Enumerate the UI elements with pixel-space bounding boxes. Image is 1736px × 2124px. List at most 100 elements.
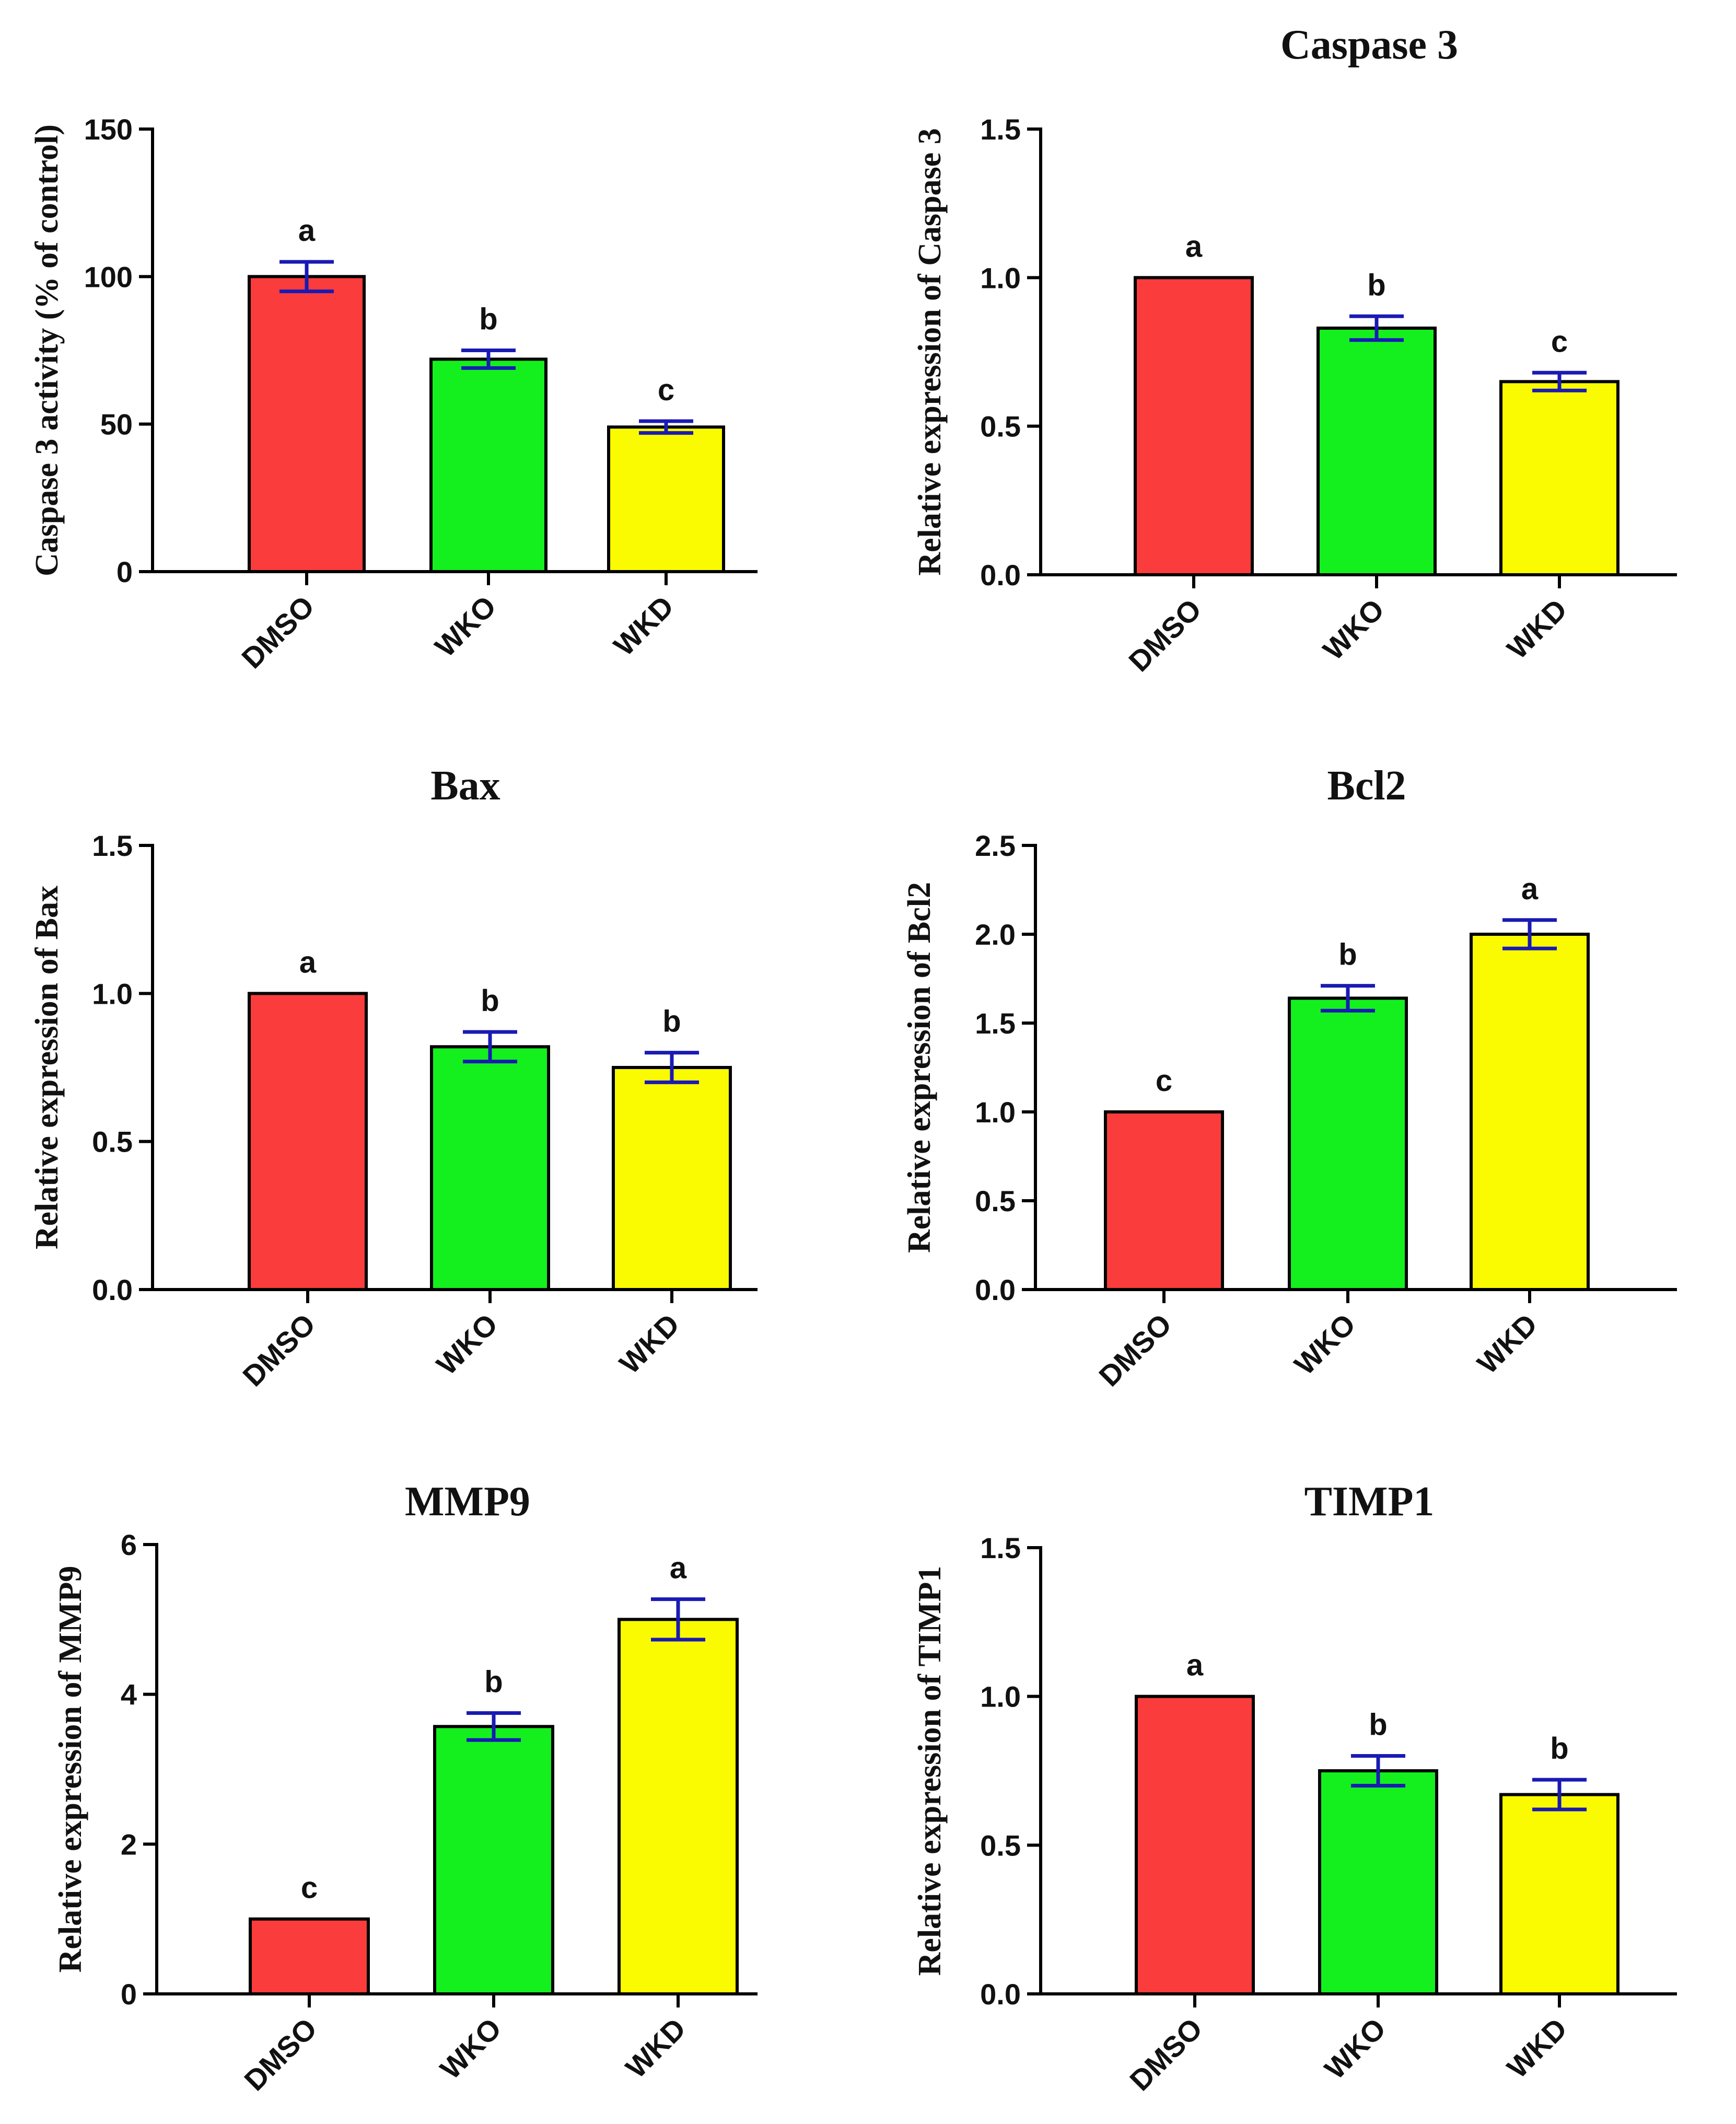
x-tick-label: WKD xyxy=(607,589,680,662)
chart-title: MMP9 xyxy=(405,1479,530,1525)
chart-caspase3-activity: Caspase 3 activity (% of control) 0 50 100 1… xyxy=(29,113,758,675)
y-tick-label: 0.5 xyxy=(980,1829,1021,1862)
x-tick-label: DMSO xyxy=(1092,1307,1178,1392)
error-bar xyxy=(1532,1778,1587,1812)
bar-wkd xyxy=(607,425,725,574)
significance-letter: a xyxy=(1521,872,1539,906)
y-tick-label: 4 xyxy=(121,1678,137,1711)
y-axis-label: Relative expression of Bcl2 xyxy=(902,882,937,1253)
x-tick-label: WKO xyxy=(1288,1307,1361,1381)
bar-wkd xyxy=(1499,380,1620,576)
bar-dmso xyxy=(1104,1110,1224,1291)
significance-letter: a xyxy=(299,945,317,979)
y-axis-label: Relative expression of Caspase 3 xyxy=(912,128,948,575)
x-tick-label: WKD xyxy=(1471,1307,1543,1380)
significance-letter: b xyxy=(1367,268,1385,302)
y-tick-label: 1.0 xyxy=(980,1680,1021,1713)
bar-wkd xyxy=(612,1066,732,1291)
chart-bcl2: Bcl2 Relative expression of Bcl2 0.0 0.5 1.0… xyxy=(902,763,1677,1392)
y-tick-label: 1.0 xyxy=(980,261,1021,294)
error-bar xyxy=(463,1030,517,1064)
error-bar xyxy=(1351,1754,1405,1788)
x-tick-label: DMSO xyxy=(1122,593,1207,678)
bar-dmso xyxy=(248,275,366,573)
x-tick-label: WKD xyxy=(619,2012,692,2084)
bar-wko xyxy=(1288,996,1408,1291)
bar-wko xyxy=(429,357,547,573)
error-bar xyxy=(645,1051,699,1084)
x-tick-label: WKO xyxy=(1318,2012,1392,2085)
y-tick-label: 1.5 xyxy=(92,829,133,862)
chart-title: Bcl2 xyxy=(1327,763,1406,809)
x-tick-label: WKD xyxy=(613,1307,685,1380)
bar-dmso xyxy=(1135,1694,1255,1996)
x-tick-label: WKD xyxy=(1500,2012,1573,2084)
y-tick-label: 6 xyxy=(121,1528,137,1561)
bar-wkd xyxy=(1499,1793,1620,1995)
y-tick-label: 1.5 xyxy=(980,1531,1021,1564)
chart-caspase3-expression: Caspase 3 Relative expression of Caspase … xyxy=(912,22,1677,678)
significance-letter: b xyxy=(662,1005,681,1039)
error-bar xyxy=(467,1711,521,1742)
bar-wko xyxy=(433,1725,554,1996)
y-axis-label: Relative expression of Bax xyxy=(29,886,65,1249)
significance-letter: a xyxy=(670,1551,687,1585)
significance-letter: a xyxy=(1186,1649,1204,1682)
significance-letter: a xyxy=(298,214,316,248)
chart-title: TIMP1 xyxy=(1304,1479,1435,1525)
bar-dmso xyxy=(249,1917,370,1996)
error-bar xyxy=(1502,918,1557,950)
y-axis-label: Relative expression of TIMP1 xyxy=(912,1566,948,1976)
bar-wko xyxy=(1316,327,1437,576)
significance-letter: c xyxy=(1551,324,1568,358)
error-bar xyxy=(1321,984,1375,1013)
y-tick-label: 150 xyxy=(84,113,133,146)
y-tick-label: 0.0 xyxy=(975,1273,1016,1306)
significance-letter: b xyxy=(1338,938,1357,972)
bar-wko xyxy=(1318,1769,1438,1995)
chart-bax: Bax Relative expression of Bax 0.0 0.5 1.0 1.… xyxy=(29,763,758,1392)
x-tick-label: WKO xyxy=(430,1307,504,1381)
significance-letter: b xyxy=(1550,1732,1568,1766)
y-tick-label: 50 xyxy=(100,408,133,441)
bar-dmso xyxy=(1134,276,1254,576)
y-tick-label: 0 xyxy=(116,555,133,588)
y-tick-label: 2 xyxy=(121,1828,137,1861)
y-tick-label: 0.0 xyxy=(980,1978,1021,2011)
significance-letter: c xyxy=(1156,1064,1172,1098)
bar-wkd xyxy=(617,1618,739,1995)
chart-timp1: TIMP1 Relative expression of TIMP1 0.0 0.5 1… xyxy=(912,1479,1677,2097)
x-tick-label: WKO xyxy=(1316,593,1390,666)
x-tick-label: WKD xyxy=(1500,593,1573,665)
x-tick-label: DMSO xyxy=(235,589,320,675)
chart-title: Bax xyxy=(430,763,500,809)
y-tick-label: 0.5 xyxy=(92,1125,133,1158)
y-tick-label: 2.0 xyxy=(975,918,1016,951)
significance-letter: b xyxy=(1369,1708,1387,1742)
y-axis-label: Relative expression of MMP9 xyxy=(53,1566,88,1973)
y-tick-label: 0 xyxy=(121,1978,137,2011)
significance-letter: b xyxy=(479,303,497,336)
error-bar xyxy=(461,349,516,370)
y-tick-label: 100 xyxy=(84,260,133,293)
y-tick-label: 1.0 xyxy=(92,977,133,1010)
y-tick-label: 2.5 xyxy=(975,829,1016,862)
significance-letter: c xyxy=(301,1871,318,1905)
significance-letter: b xyxy=(481,984,499,1018)
x-tick-label: DMSO xyxy=(1123,2012,1208,2097)
error-bar xyxy=(651,1597,705,1642)
y-tick-label: 0.5 xyxy=(980,410,1021,443)
error-bar xyxy=(1349,314,1404,342)
x-tick-label: WKO xyxy=(428,589,502,663)
y-tick-label: 1.5 xyxy=(980,113,1021,146)
y-tick-label: 0.5 xyxy=(975,1185,1016,1217)
error-bar xyxy=(1532,370,1587,392)
chart-title: Caspase 3 xyxy=(1280,22,1458,68)
bar-wkd xyxy=(1470,933,1590,1291)
x-tick-label: WKO xyxy=(434,2012,507,2085)
error-bar xyxy=(639,419,693,435)
chart-mmp9: MMP9 Relative expression of MMP9 0 2 4 6 c DMSO… xyxy=(53,1479,758,2097)
y-tick-label: 1.5 xyxy=(975,1007,1016,1040)
significance-letter: c xyxy=(658,373,674,407)
